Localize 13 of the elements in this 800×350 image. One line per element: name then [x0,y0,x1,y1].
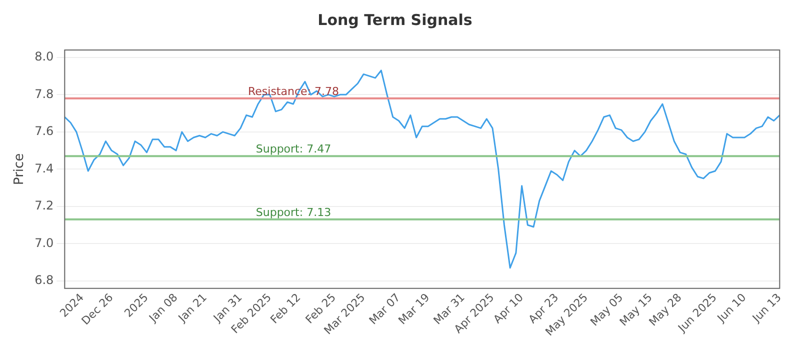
y-axis-title: Price [12,153,28,186]
ref-line-label: Support: 7.47 [256,142,332,156]
y-tick-label: 8.0 [34,50,54,64]
x-tick-label: Jun 10 [714,290,749,326]
y-tick-label: 7.6 [34,124,54,138]
x-tick-label: Jun 13 [749,290,784,326]
chart-title: Long Term Signals [318,10,472,29]
y-tick-label: 7.0 [34,236,54,250]
y-tick-label: 7.8 [34,86,54,101]
y-tick-label: 7.2 [34,198,54,213]
ref-line-label: Support: 7.13 [256,206,332,219]
y-tick-label: 7.4 [34,161,54,176]
y-tick-label: 6.8 [34,272,54,287]
